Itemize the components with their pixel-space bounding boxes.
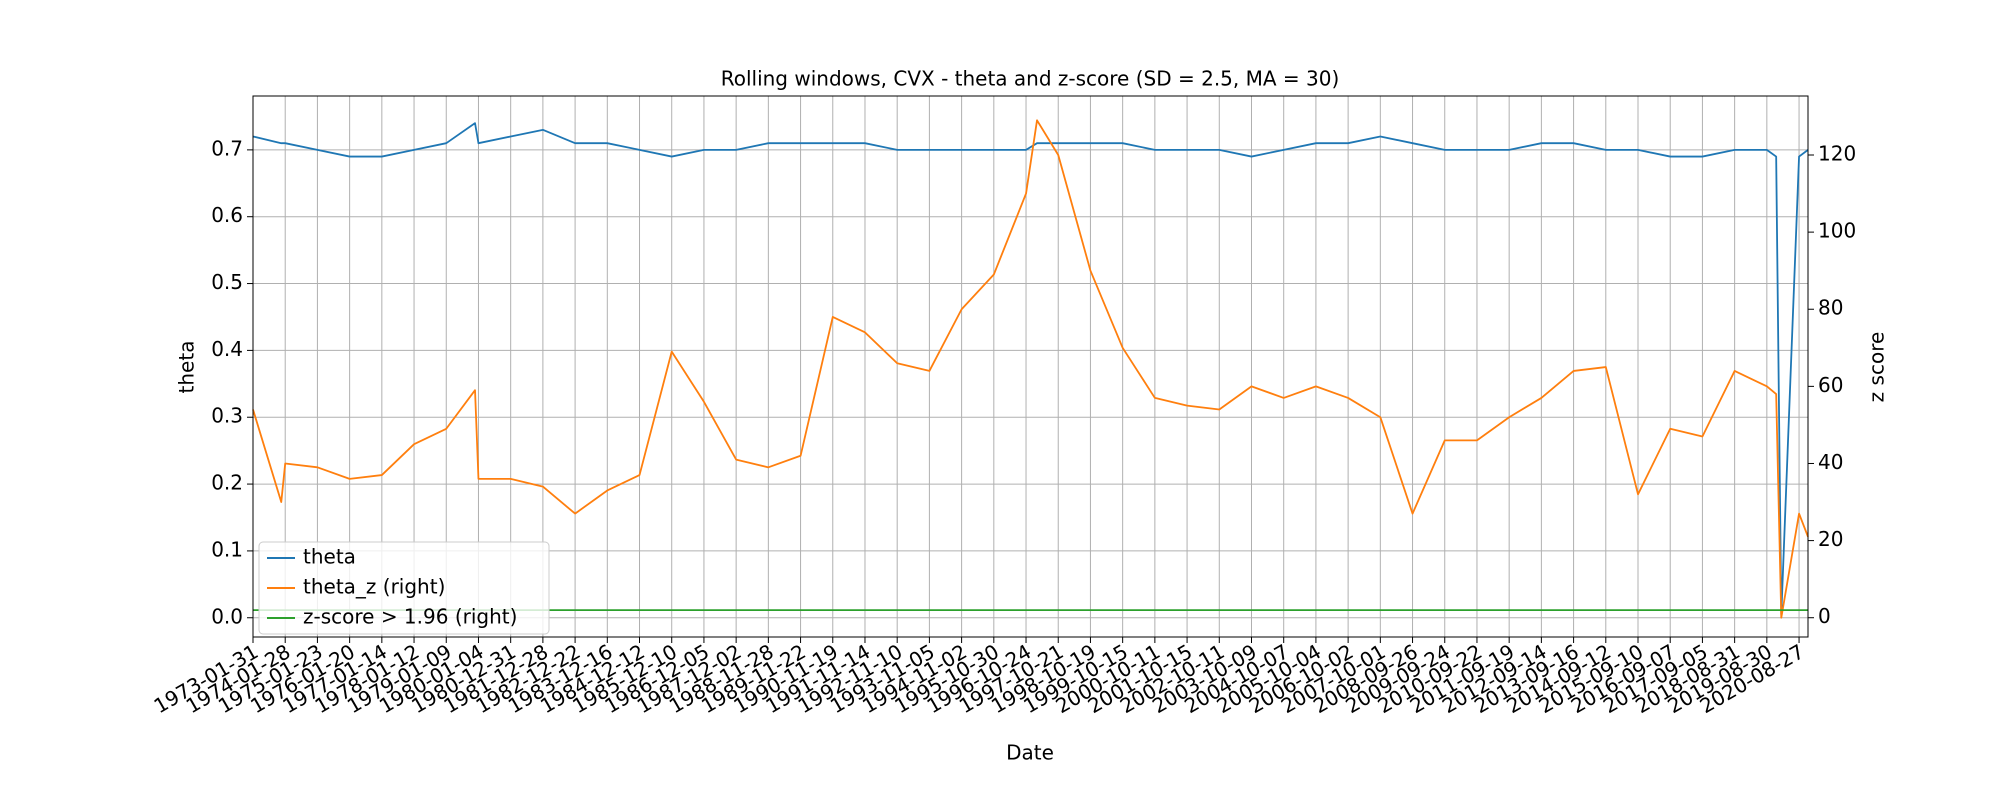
x-axis-label: Date (1006, 741, 1054, 765)
y-tick-label: 0.0 (211, 604, 243, 628)
y2-tick-label: 20 (1818, 527, 1843, 551)
y-axis-label: theta (175, 341, 199, 394)
legend-label: z-score > 1.96 (right) (303, 605, 517, 629)
y-tick-label: 0.1 (211, 537, 243, 561)
y-tick-label: 0.7 (211, 136, 243, 160)
legend: theta theta_z (right) z-score > 1.96 (righ… (258, 541, 550, 635)
y2-tick-label: 60 (1818, 373, 1843, 397)
legend-box (258, 541, 550, 635)
y-tick-label: 0.6 (211, 203, 243, 227)
y2-tick-label: 100 (1818, 219, 1856, 243)
y-tick-label: 0.2 (211, 471, 243, 495)
y2-tick-label: 120 (1818, 141, 1856, 165)
legend-label: theta_z (right) (303, 575, 445, 599)
y-tick-label: 0.4 (211, 337, 243, 361)
chart-title: Rolling windows, CVX - theta and z-score… (721, 67, 1340, 91)
plot-frame (252, 95, 1809, 638)
y2-tick-label: 80 (1818, 296, 1843, 320)
y-tick-label: 0.3 (211, 404, 243, 428)
series-line (252, 119, 1809, 619)
y2-axis-label: z score (1865, 332, 1889, 403)
y2-tick-label: 40 (1818, 450, 1843, 474)
series-line (252, 122, 1809, 616)
y2-tick-label: 0 (1818, 604, 1831, 628)
y-tick-label: 0.5 (211, 270, 243, 294)
legend-label: theta (303, 545, 356, 569)
